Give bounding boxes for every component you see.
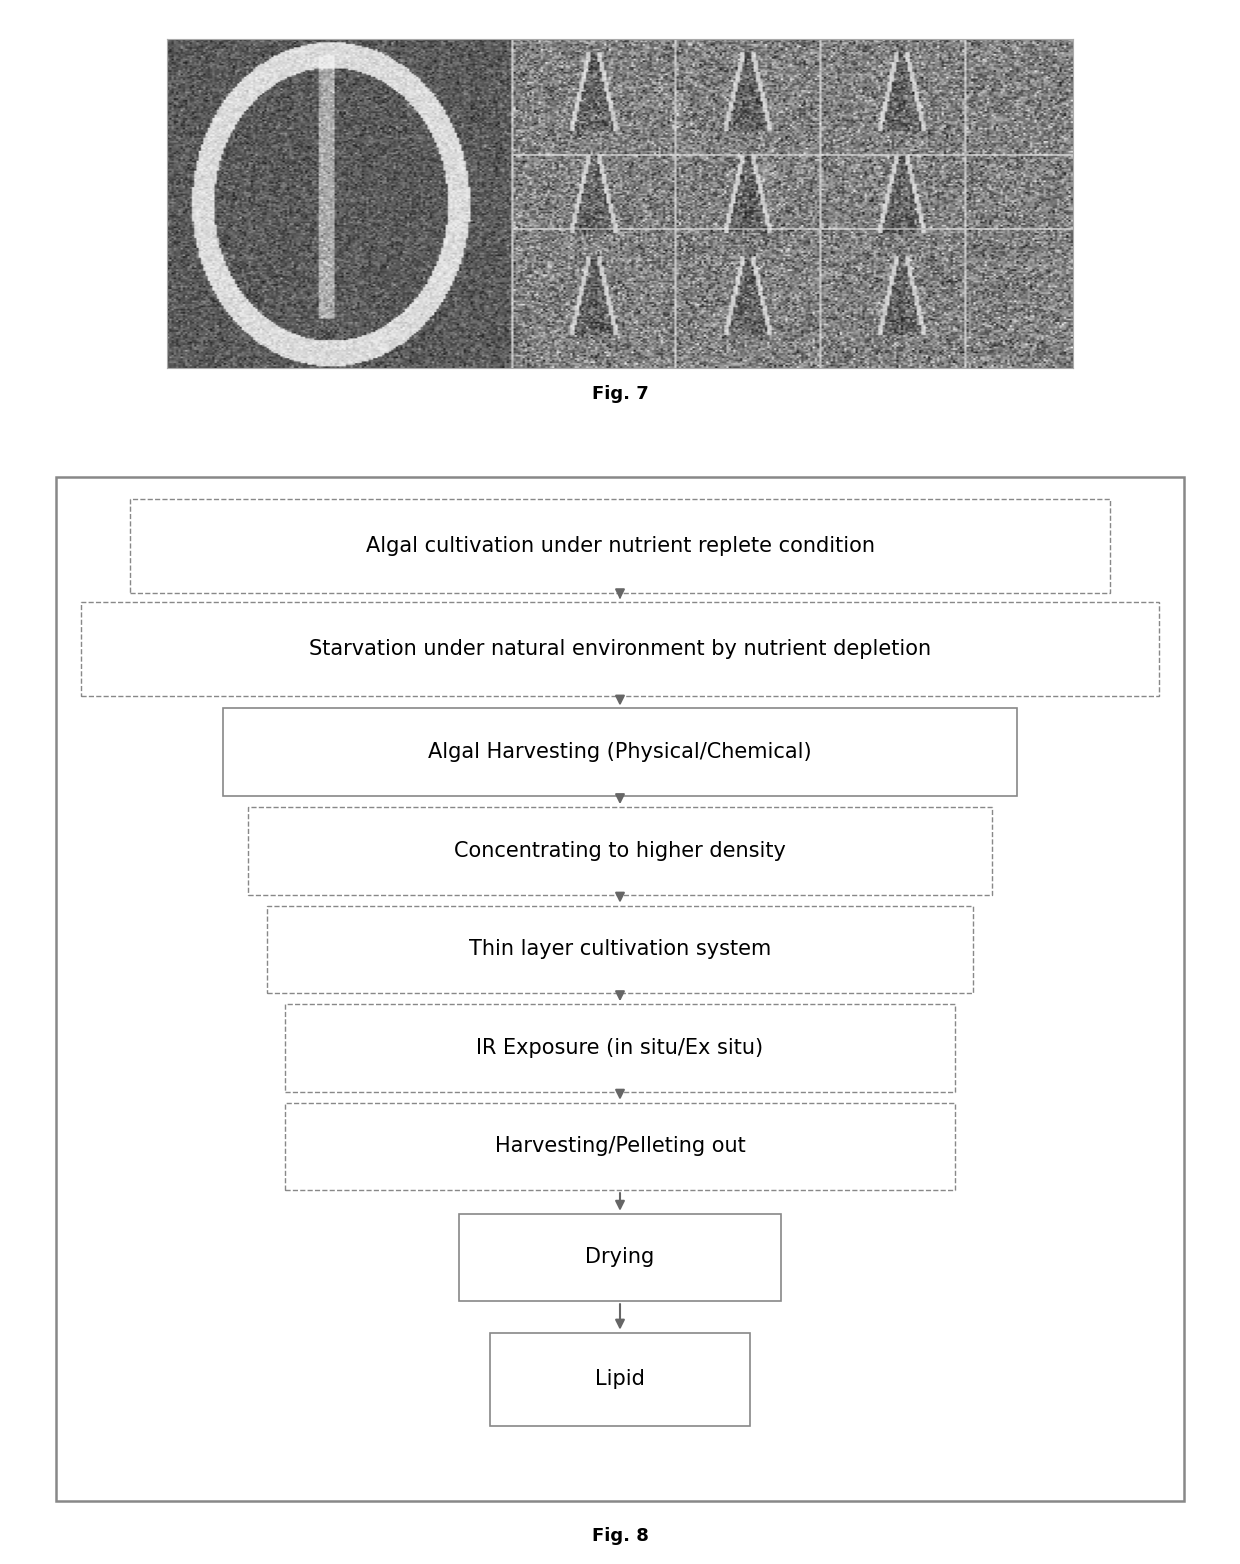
Text: Algal cultivation under nutrient replete condition: Algal cultivation under nutrient replete… bbox=[366, 536, 874, 555]
FancyBboxPatch shape bbox=[459, 1214, 781, 1301]
FancyBboxPatch shape bbox=[267, 906, 973, 993]
Text: Fig. 7: Fig. 7 bbox=[591, 385, 649, 404]
Text: Fig. 8: Fig. 8 bbox=[591, 1526, 649, 1545]
Text: IR Exposure (in situ/Ex situ): IR Exposure (in situ/Ex situ) bbox=[476, 1038, 764, 1057]
FancyBboxPatch shape bbox=[130, 499, 1110, 593]
FancyBboxPatch shape bbox=[285, 1103, 955, 1190]
FancyBboxPatch shape bbox=[223, 708, 1017, 796]
Text: Lipid: Lipid bbox=[595, 1370, 645, 1389]
FancyBboxPatch shape bbox=[285, 1004, 955, 1092]
FancyBboxPatch shape bbox=[248, 807, 992, 895]
Text: Concentrating to higher density: Concentrating to higher density bbox=[454, 841, 786, 860]
Text: Algal Harvesting (Physical/Chemical): Algal Harvesting (Physical/Chemical) bbox=[428, 743, 812, 762]
Text: Starvation under natural environment by nutrient depletion: Starvation under natural environment by … bbox=[309, 640, 931, 658]
FancyBboxPatch shape bbox=[490, 1333, 750, 1426]
FancyBboxPatch shape bbox=[81, 602, 1159, 696]
Text: Drying: Drying bbox=[585, 1248, 655, 1267]
Text: Harvesting/Pelleting out: Harvesting/Pelleting out bbox=[495, 1137, 745, 1156]
Text: Thin layer cultivation system: Thin layer cultivation system bbox=[469, 940, 771, 959]
